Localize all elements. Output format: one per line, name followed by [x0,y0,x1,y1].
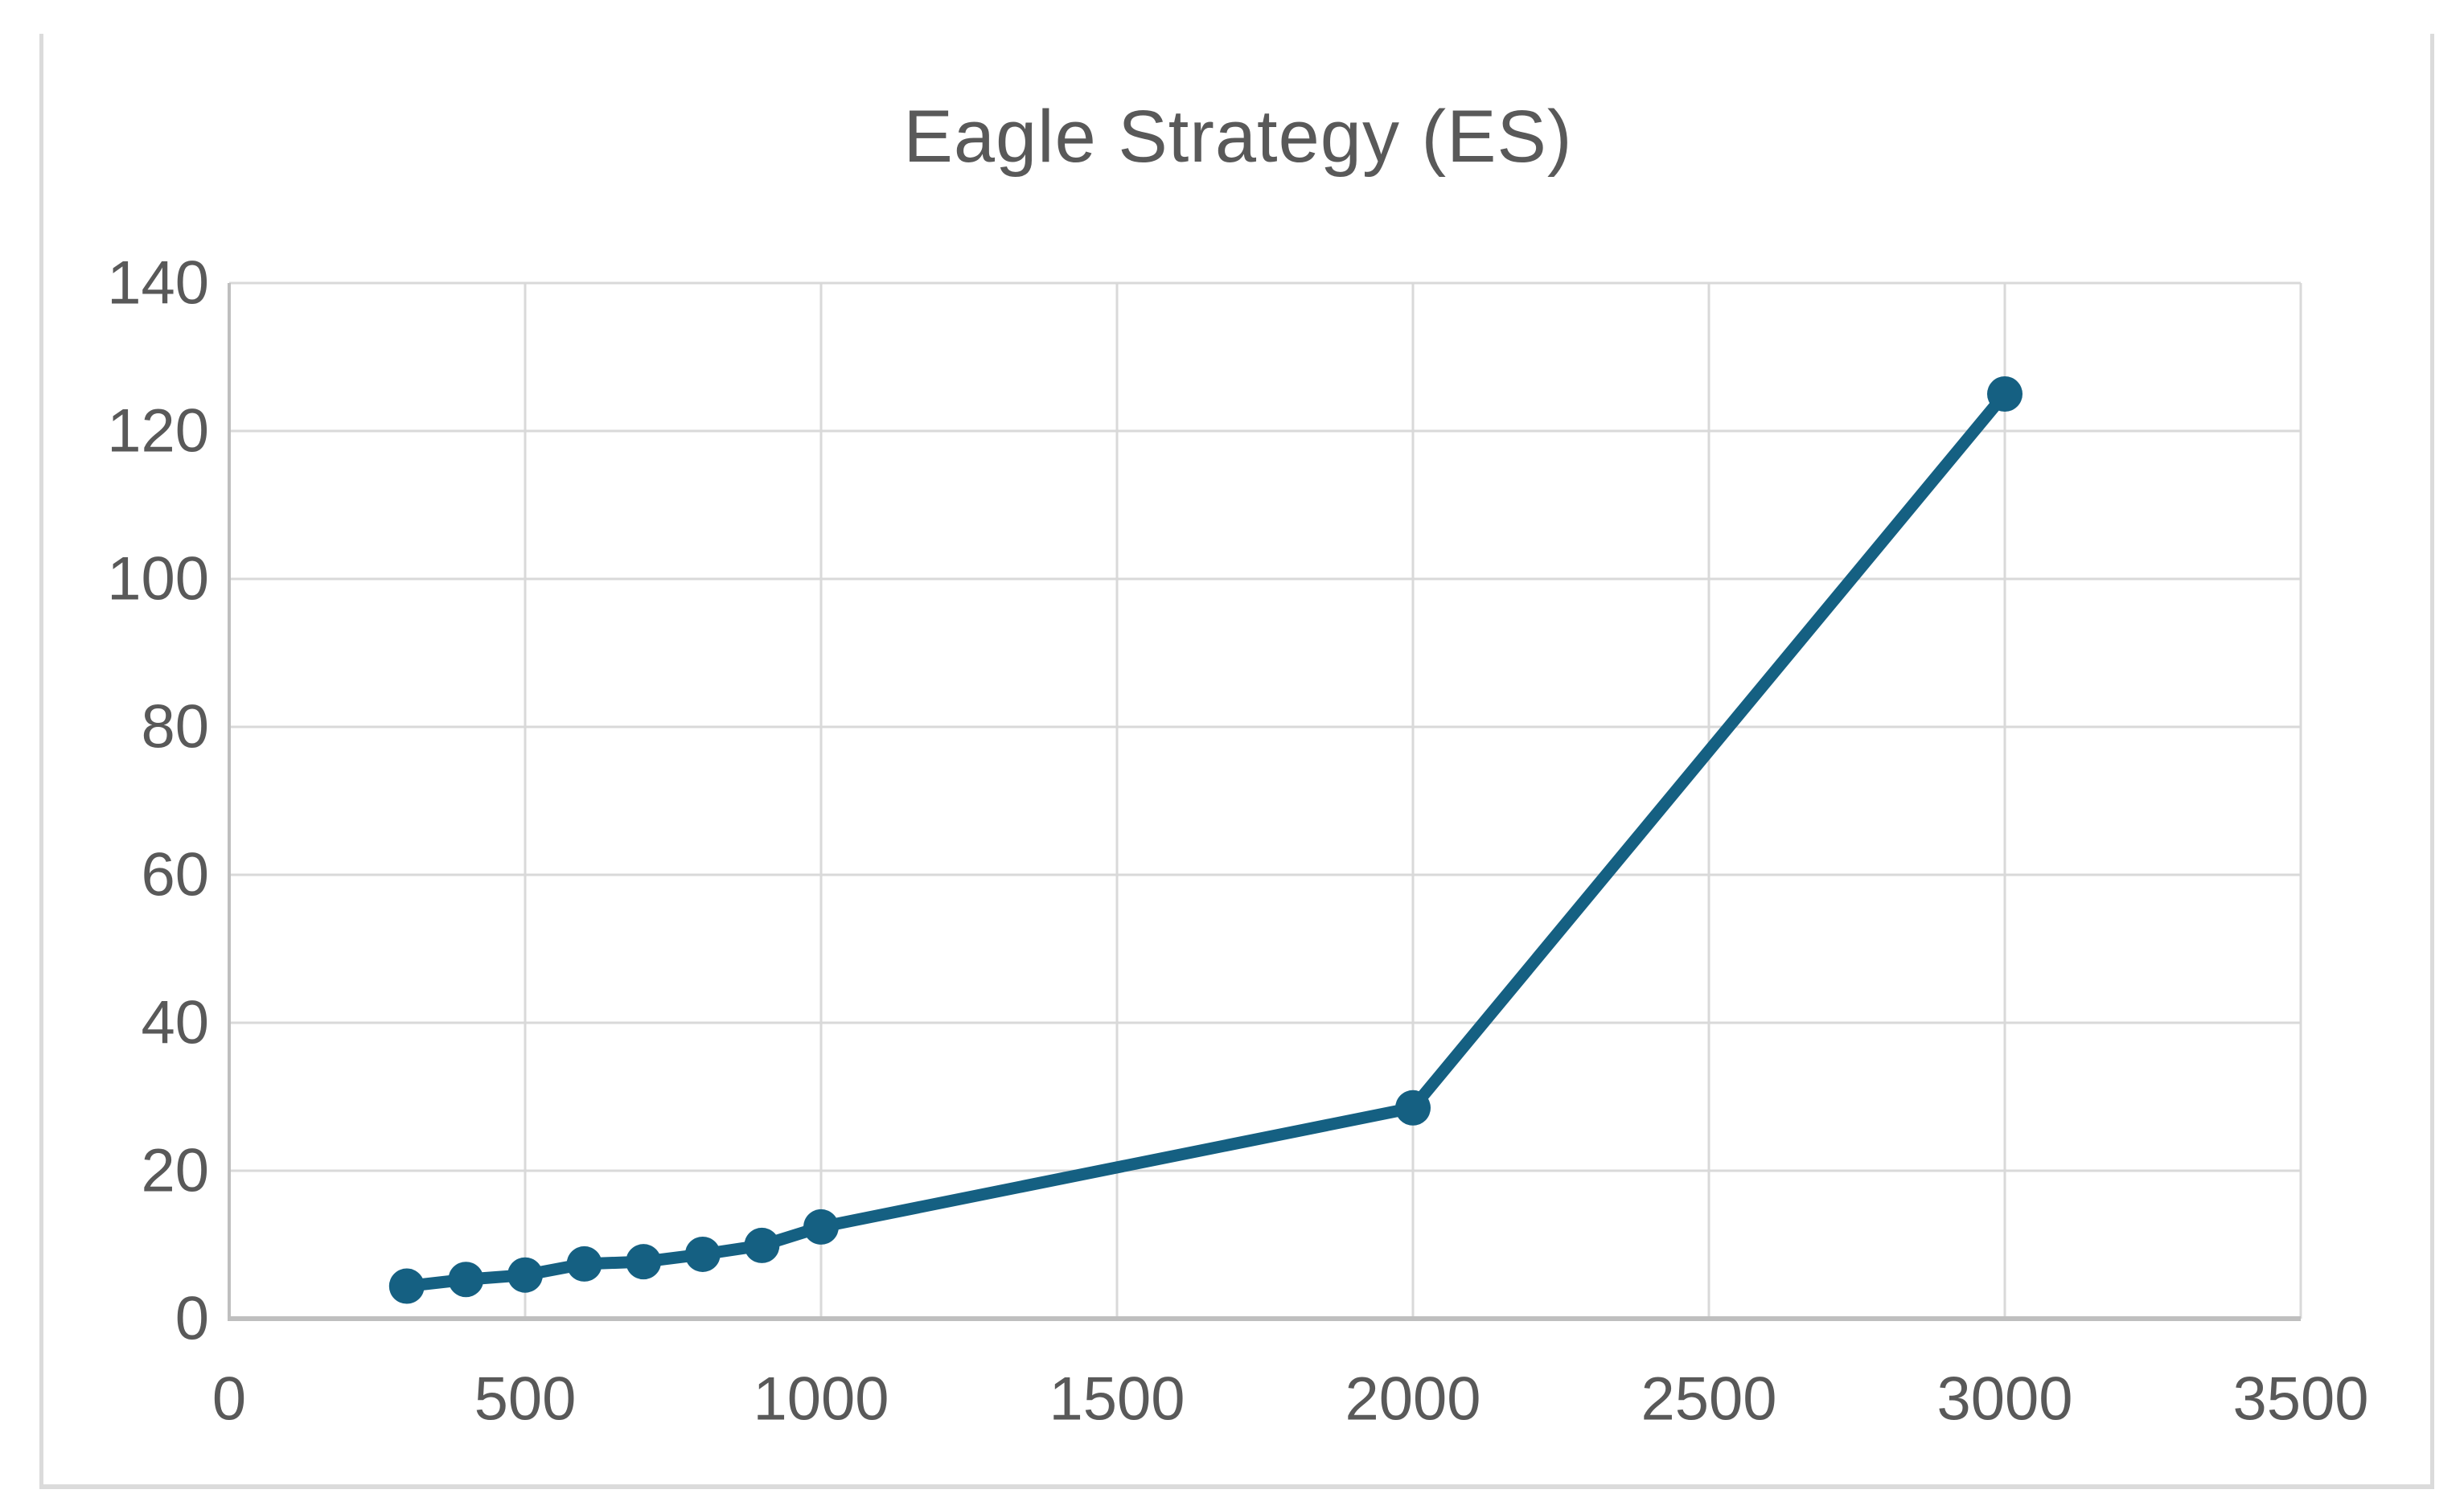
y-axis-tick-label: 40 [141,989,209,1057]
x-axis-tick-label: 500 [474,1365,577,1434]
data-point-marker [684,1236,721,1272]
data-point-marker [388,1268,425,1304]
data-point-marker [566,1246,602,1282]
data-point-marker [507,1257,543,1293]
x-axis-tick-label: 0 [212,1365,246,1434]
y-axis-tick-label: 100 [107,545,209,614]
y-axis-tick-label: 20 [141,1137,209,1205]
x-axis-tick-label: 1000 [753,1365,889,1434]
series-line [400,388,2011,1293]
data-point-marker [1987,376,2023,412]
data-point-marker [626,1244,662,1280]
y-axis-tick-label: 60 [141,841,209,909]
x-axis-tick-label: 3000 [1936,1365,2072,1434]
x-axis-tick-label: 2500 [1641,1365,1776,1434]
y-axis-tick-label: 120 [107,397,209,466]
y-axis-tick-label: 0 [175,1285,209,1353]
chart-title: Eagle Strategy (ES) [903,96,1573,178]
x-axis-tick-label: 2000 [1345,1365,1480,1434]
y-axis-tick-label: 140 [107,249,209,318]
data-point-marker [744,1227,780,1263]
data-point-marker [448,1262,484,1298]
chart-frame [39,34,2434,1489]
x-axis-tick-label: 1500 [1049,1365,1185,1434]
data-point-marker [803,1209,839,1245]
x-axis-tick-label: 3500 [2232,1365,2368,1434]
data-point-marker [1395,1090,1431,1126]
y-axis-tick-label: 80 [141,693,209,761]
